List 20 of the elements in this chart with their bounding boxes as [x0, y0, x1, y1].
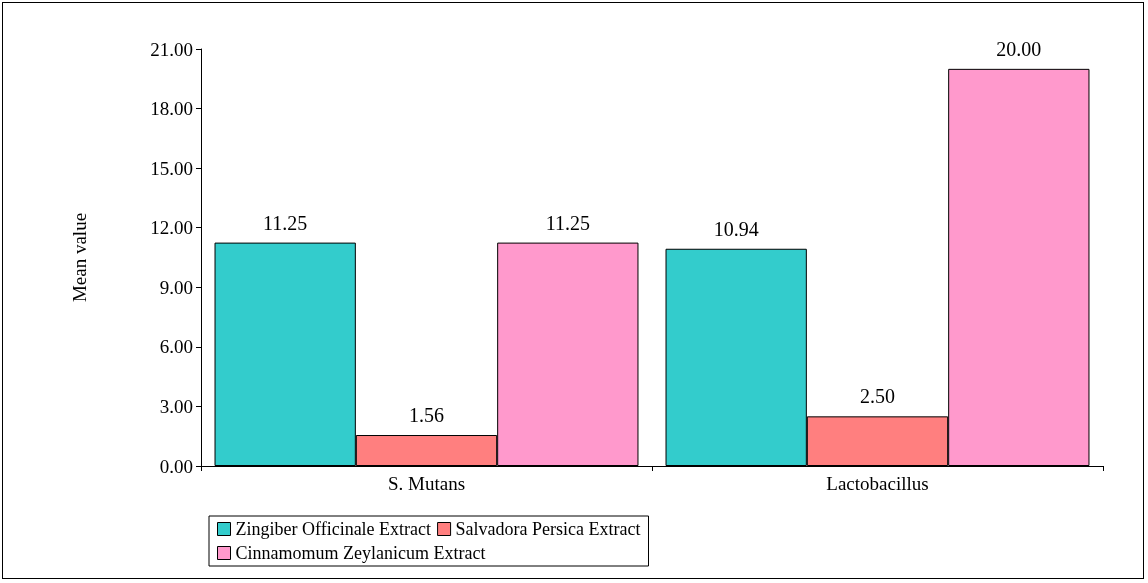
- y-tick-label: 0.00: [159, 455, 193, 477]
- legend-label: Zingiber Officinale Extract: [235, 519, 432, 539]
- y-tick-label: 9.00: [159, 276, 193, 298]
- data-label: 11.25: [263, 211, 308, 234]
- data-label: 1.56: [409, 404, 444, 427]
- data-label: 11.25: [545, 211, 590, 234]
- x-tick-label: S. Mutans: [387, 473, 466, 494]
- y-tick-label: 6.00: [159, 336, 193, 358]
- y-tick-label: 18.00: [150, 98, 193, 120]
- legend-label: Salvadora Persica Extract: [455, 519, 641, 539]
- y-axis-title: Mean value: [69, 212, 90, 303]
- data-label: 20.00: [996, 37, 1042, 60]
- data-label: 2.50: [860, 385, 895, 408]
- y-tick-label: 21.00: [150, 38, 193, 60]
- data-label: 10.94: [713, 217, 759, 240]
- x-tick-label: Lactobacillus: [826, 473, 929, 494]
- y-tick-label: 3.00: [159, 395, 193, 417]
- y-tick-label: 12.00: [150, 217, 193, 239]
- y-tick-label: 15.00: [150, 157, 193, 179]
- legend-label: Cinnamomum Zeylanicum Extract: [235, 543, 486, 563]
